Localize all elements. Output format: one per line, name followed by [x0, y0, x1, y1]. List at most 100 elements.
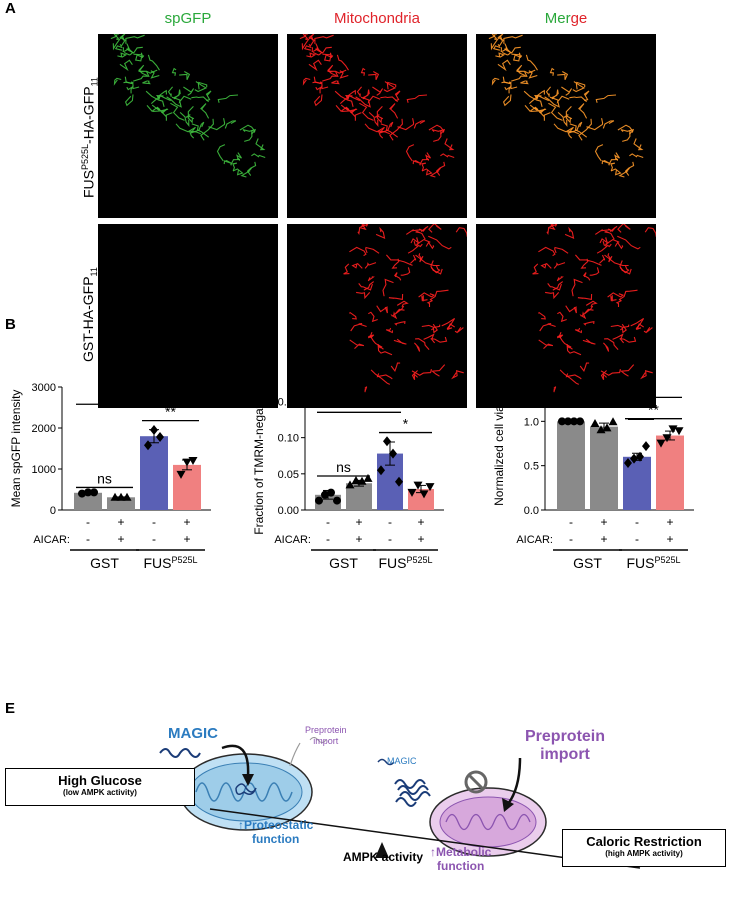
- category-label: -: [569, 515, 573, 529]
- bar: [557, 421, 585, 510]
- fulcrum-icon: [375, 842, 389, 858]
- data-point: [407, 488, 417, 497]
- data-point: [636, 451, 644, 462]
- data-point: [590, 418, 600, 427]
- data-point: [413, 481, 423, 490]
- aicar-value: -: [86, 532, 90, 546]
- significance-label: ns: [630, 380, 645, 396]
- data-point: [656, 439, 666, 448]
- y-tick-label: 0.05: [278, 469, 299, 481]
- y-tick-label: 0.15: [278, 396, 299, 408]
- y-axis-label: Normalized cell viability: [492, 381, 506, 506]
- data-point: [363, 473, 373, 482]
- significance-label: *: [356, 395, 362, 411]
- significance-label: ns: [336, 459, 351, 475]
- data-point: [188, 456, 198, 465]
- data-point: [116, 492, 126, 501]
- data-point: [110, 492, 120, 501]
- data-point: [570, 417, 578, 426]
- row-label-fus: FUSP525L-HA-GFP11: [80, 77, 100, 198]
- chart-d-cell-viability: 0.0 0.5 1.0 1.5 Normalized cell viability - + -…: [492, 375, 694, 571]
- aicar-value: +: [666, 532, 673, 546]
- data-point: [150, 425, 158, 436]
- aicar-value: -: [152, 532, 156, 546]
- y-tick-label: 3000: [32, 382, 56, 394]
- group-label: GST: [90, 555, 119, 571]
- data-point: [389, 448, 397, 459]
- label-proteostatic: ↑Proteostatic function: [238, 818, 314, 846]
- category-label: -: [326, 515, 330, 529]
- aicar-label: AICAR:: [33, 534, 70, 546]
- data-point: [321, 490, 329, 499]
- aicar-value: -: [635, 532, 639, 546]
- blocked-icon: [464, 770, 488, 794]
- group-label: GST: [329, 555, 358, 571]
- significance-label: ns: [97, 470, 112, 486]
- chart-c-tmrm-negative: 0.00 0.05 0.10 0.15 Fraction of TMRM-negativ…: [252, 375, 444, 571]
- data-point: [395, 476, 403, 487]
- data-point: [315, 496, 323, 505]
- data-point: [419, 490, 429, 499]
- aicar-value: +: [355, 532, 362, 546]
- category-label: -: [635, 515, 639, 529]
- mitochondrion-right-icon: [429, 787, 547, 857]
- y-tick-label: 0.00: [278, 505, 299, 517]
- data-point: [351, 476, 361, 485]
- image-fus-merge: [476, 29, 656, 218]
- group-label: GST: [573, 555, 602, 571]
- category-label: +: [417, 515, 424, 529]
- mito-network-gst-merge: [532, 212, 657, 393]
- significance-label: **: [116, 387, 127, 403]
- bar: [656, 435, 684, 510]
- label-metabolic: ↑Metabolic function: [430, 845, 492, 873]
- column-title-spgfp: spGFP: [164, 10, 212, 27]
- data-point: [84, 488, 92, 497]
- panel-letter-e: E: [5, 700, 16, 717]
- category-label: -: [388, 515, 392, 529]
- category-label: +: [355, 515, 362, 529]
- image-gst-mitochondria: [287, 212, 468, 408]
- data-point: [624, 458, 632, 469]
- category-label: -: [152, 515, 156, 529]
- aicar-label: AICAR:: [274, 534, 311, 546]
- data-point: [602, 423, 612, 432]
- data-point: [333, 496, 341, 505]
- group-label: FUSP525L: [143, 555, 197, 571]
- mito-network-fus-merge: [488, 29, 644, 178]
- label-preprotein-big: Preprotein import: [525, 728, 606, 763]
- mitochondrion-left-icon: [179, 753, 313, 831]
- arrow-magic-import: [221, 744, 250, 777]
- data-point: [90, 488, 98, 497]
- label-ampk-activity: AMPK activity: [343, 850, 424, 864]
- data-point: [156, 432, 164, 443]
- image-fus-spgfp: [98, 29, 278, 218]
- aicar-value: +: [600, 532, 607, 546]
- bar: [140, 436, 168, 510]
- data-point: [608, 417, 618, 426]
- mito-network-gst-red: [343, 212, 468, 393]
- label-magic-left: MAGIC: [168, 725, 218, 742]
- data-point: [576, 417, 584, 426]
- data-point: [630, 453, 638, 464]
- y-tick-label: 2000: [32, 423, 56, 435]
- image-gst-merge: [476, 212, 657, 408]
- image-fus-mitochondria: [287, 29, 467, 218]
- column-title-merge: Merge: [544, 10, 588, 27]
- ampk-balance-schematic: [159, 737, 641, 869]
- data-point: [377, 465, 385, 476]
- category-label: -: [86, 515, 90, 529]
- data-point: [122, 492, 132, 501]
- preprotein-small-icon: [309, 737, 327, 743]
- data-point: [674, 427, 684, 436]
- y-tick-label: 0.10: [278, 433, 299, 445]
- aicar-value: -: [388, 532, 392, 546]
- bar: [590, 426, 618, 510]
- category-label: +: [666, 515, 673, 529]
- data-point: [662, 434, 672, 443]
- y-tick-label: 1.0: [524, 416, 539, 428]
- y-axis-label: Mean spGFP intensity: [9, 390, 23, 508]
- column-title-mitochondria: Mitochondria: [334, 10, 420, 27]
- thin-arrow-preprotein-icon: [289, 742, 301, 767]
- magic-protein-left-icon: [159, 748, 201, 758]
- aicar-value: +: [117, 532, 124, 546]
